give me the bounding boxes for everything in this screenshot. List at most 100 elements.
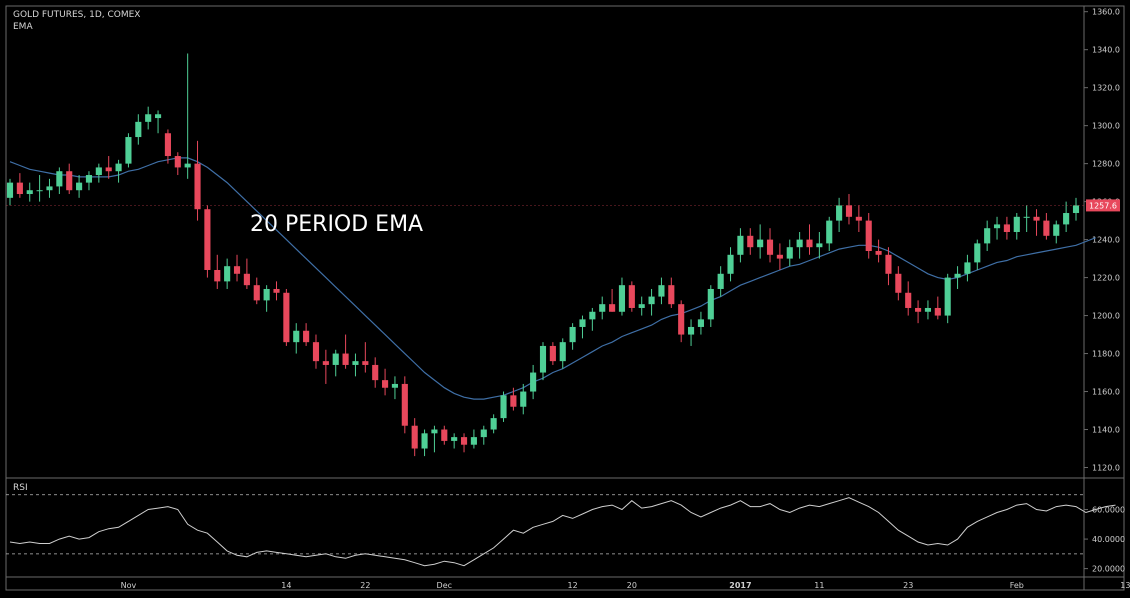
candle xyxy=(628,285,635,308)
rsi-tick-label: 20.0000 xyxy=(1092,565,1125,574)
candle xyxy=(253,285,260,301)
candle xyxy=(233,266,241,274)
rsi-tick-label: 60.0000 xyxy=(1092,506,1125,515)
candle xyxy=(944,277,951,316)
candle xyxy=(826,220,833,244)
candle xyxy=(16,182,23,195)
candle xyxy=(411,425,418,449)
price-tick-label: 1240.0 xyxy=(1092,236,1120,245)
candle xyxy=(283,292,290,343)
candle xyxy=(174,156,181,168)
candle xyxy=(579,319,586,327)
candle xyxy=(984,228,991,244)
price-tick-label: 1360.0 xyxy=(1092,8,1120,17)
candle xyxy=(1013,216,1020,233)
candle xyxy=(204,209,211,270)
candle xyxy=(105,167,112,172)
candle xyxy=(806,239,813,248)
candle xyxy=(855,216,862,221)
chart-frame xyxy=(5,5,1125,591)
candle xyxy=(589,311,596,320)
candle xyxy=(1003,224,1010,233)
candle xyxy=(194,163,201,210)
candle xyxy=(1033,216,1040,221)
price-tick-label: 1220.0 xyxy=(1092,274,1120,283)
candle xyxy=(6,182,14,198)
price-tick-label: 1140.0 xyxy=(1092,426,1120,435)
rsi-label: RSI xyxy=(13,483,28,493)
candle xyxy=(401,383,408,426)
candle xyxy=(293,330,300,343)
time-tick-label: 14 xyxy=(281,581,291,590)
candle xyxy=(66,171,73,191)
candle xyxy=(549,345,556,362)
time-tick-label: 13 xyxy=(1120,581,1130,590)
candle xyxy=(687,326,695,335)
indicator-label: EMA xyxy=(13,22,33,32)
candle xyxy=(964,262,971,274)
candle xyxy=(263,288,270,301)
candle xyxy=(391,383,399,388)
candle xyxy=(115,163,122,172)
ema-annotation: 20 PERIOD EMA xyxy=(250,212,424,237)
candle xyxy=(470,437,477,445)
candle xyxy=(609,304,616,312)
candle xyxy=(1053,224,1060,236)
candle xyxy=(322,361,329,365)
candle xyxy=(993,224,1001,229)
time-tick-label: Nov xyxy=(121,581,137,590)
last-price-value: 1257.6 xyxy=(1089,201,1117,210)
candle xyxy=(954,273,961,278)
candle xyxy=(273,288,280,293)
candle xyxy=(510,395,517,407)
candle xyxy=(727,254,734,274)
candle xyxy=(845,205,853,217)
candle xyxy=(95,167,102,176)
candle xyxy=(154,114,162,119)
time-tick-label: Feb xyxy=(1010,581,1024,590)
candle xyxy=(786,247,793,259)
time-tick-label: Dec xyxy=(437,581,452,590)
candle xyxy=(668,285,675,305)
candle xyxy=(431,429,438,434)
candle xyxy=(46,186,53,191)
candle xyxy=(707,288,714,320)
candle xyxy=(618,285,626,312)
candle xyxy=(382,380,389,388)
time-tick-label: 2017 xyxy=(729,581,751,590)
candle xyxy=(490,418,497,430)
candle xyxy=(441,429,448,441)
candle xyxy=(717,273,724,289)
candle xyxy=(1072,205,1080,214)
candle xyxy=(342,353,349,365)
ema-line xyxy=(9,157,1096,400)
candle xyxy=(599,304,606,312)
price-tick-label: 1300.0 xyxy=(1092,122,1120,131)
time-tick-label: 20 xyxy=(627,581,637,590)
candle xyxy=(1023,216,1030,218)
candle xyxy=(934,307,941,316)
candle xyxy=(164,133,171,157)
candle xyxy=(658,285,665,297)
candle xyxy=(865,220,872,251)
candle xyxy=(460,437,468,445)
candle xyxy=(421,433,428,449)
candle xyxy=(776,254,783,259)
time-tick-label: 22 xyxy=(360,581,370,590)
price-tick-label: 1320.0 xyxy=(1092,84,1120,93)
candle xyxy=(362,361,369,365)
time-tick-label: 12 xyxy=(568,581,578,590)
candle xyxy=(747,235,754,248)
candle xyxy=(648,296,655,305)
candle xyxy=(530,372,537,392)
candle xyxy=(1043,220,1050,236)
price-tick-label: 1340.0 xyxy=(1092,46,1120,55)
candle xyxy=(569,326,576,343)
candle xyxy=(974,243,981,263)
candle xyxy=(539,345,547,373)
candle xyxy=(85,175,93,183)
candle xyxy=(243,273,250,286)
candle xyxy=(145,114,152,122)
candle xyxy=(184,163,191,168)
